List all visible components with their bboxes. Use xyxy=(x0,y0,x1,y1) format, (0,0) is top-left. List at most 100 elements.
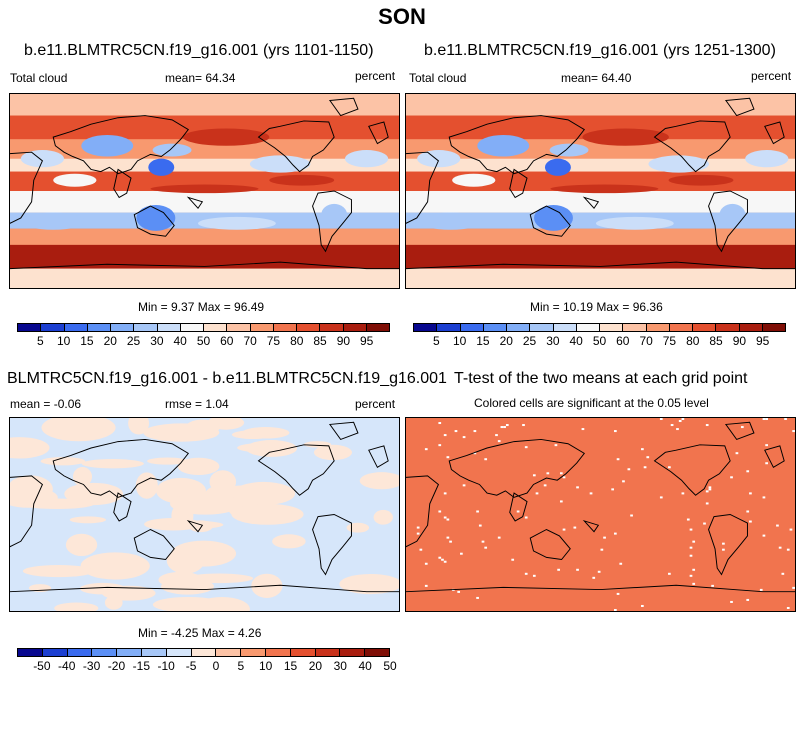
ttest-field xyxy=(406,418,795,611)
coastline-path xyxy=(406,261,795,270)
insignificant-cell xyxy=(692,568,696,571)
insignificant-cell xyxy=(692,582,696,585)
colorbar-swatch xyxy=(365,649,389,656)
coastline-outline xyxy=(10,421,399,593)
insignificant-cell xyxy=(524,572,528,575)
insignificant-cell xyxy=(484,458,488,461)
insignificant-cell xyxy=(573,526,577,529)
insignificant-cell xyxy=(659,496,663,499)
insignificant-cell xyxy=(689,528,693,531)
insignificant-cell xyxy=(603,536,606,539)
insignificant-cell xyxy=(443,492,447,495)
insignificant-cell xyxy=(562,476,566,479)
colorbar-swatch xyxy=(414,324,438,331)
panel3-units-label: percent xyxy=(355,397,396,411)
panel1-units-label: percent xyxy=(355,69,396,83)
coastline-path xyxy=(509,492,528,522)
field-band xyxy=(10,94,399,116)
insignificant-cell xyxy=(535,492,539,495)
panel2-title: b.e11.BLMTRC5CN.f19_g16.001 (yrs 1251-13… xyxy=(424,42,776,59)
field-band xyxy=(10,228,399,245)
coastline-path xyxy=(52,115,190,175)
coastline-path xyxy=(10,475,44,548)
coastline-path xyxy=(10,584,399,593)
insignificant-cell xyxy=(562,528,566,531)
insignificant-cell xyxy=(457,590,461,593)
coastline-path xyxy=(448,438,586,498)
colorbar-tick-label: 40 xyxy=(358,659,372,673)
field-blob xyxy=(648,155,709,173)
field-blob xyxy=(719,203,746,226)
field-blob xyxy=(346,522,370,533)
insignificant-cell xyxy=(497,536,501,539)
insignificant-cell xyxy=(438,556,442,559)
insignificant-cell xyxy=(765,462,768,465)
island-path xyxy=(582,519,600,533)
panel3-rmse-label: rmse = 1.04 xyxy=(165,397,229,411)
panel4-subtitle: Colored cells are significant at the 0.0… xyxy=(474,396,709,410)
insignificant-cell xyxy=(543,484,547,487)
colorbar-swatch xyxy=(340,649,366,656)
coastline-path xyxy=(509,168,528,199)
insignificant-cell xyxy=(781,572,785,575)
insignificant-cell xyxy=(659,418,663,421)
insignificant-cell xyxy=(419,548,423,551)
insignificant-cell xyxy=(462,436,466,439)
insignificant-cell xyxy=(500,426,504,429)
island-path xyxy=(582,196,600,210)
panel2-colorbar-labels: 5 10 15 20 25 30 40 50 60 70 75 80 85 90 95 xyxy=(413,334,786,350)
insignificant-cell xyxy=(708,488,712,491)
field-band xyxy=(10,191,399,213)
insignificant-cell xyxy=(443,560,447,563)
insignificant-cell xyxy=(476,596,479,599)
colorbar-tick-label: 20 xyxy=(499,334,513,348)
colorbar-swatch xyxy=(67,649,93,656)
field-blob xyxy=(198,216,276,230)
field-band xyxy=(406,158,795,172)
insignificant-cell xyxy=(765,418,768,421)
field-blob xyxy=(313,444,353,461)
insignificant-cell xyxy=(703,522,706,525)
insignificant-cell xyxy=(619,562,623,565)
field-blob xyxy=(170,492,241,515)
insignificant-cell xyxy=(497,440,501,443)
insignificant-cell xyxy=(765,444,768,447)
insignificant-cell xyxy=(559,500,563,503)
colorbar-tick-label: -5 xyxy=(185,659,197,673)
colorbar-swatch xyxy=(623,324,647,331)
coastline-path xyxy=(708,514,748,576)
panel2-colorbar xyxy=(413,323,786,332)
field-blob xyxy=(182,128,270,146)
colorbar-swatch xyxy=(87,324,111,331)
coastline-path xyxy=(653,120,731,173)
colorbar-swatch xyxy=(141,649,167,656)
panel1-variable-label: Total cloud xyxy=(10,71,68,85)
colorbar-tick-label: 75 xyxy=(662,334,677,348)
insignificant-cell xyxy=(746,510,750,513)
insignificant-cell xyxy=(616,458,620,461)
insignificant-cell xyxy=(516,510,520,513)
field-blob xyxy=(102,585,156,601)
colorbar-tick-label: 15 xyxy=(80,334,94,348)
insignificant-cell xyxy=(592,576,596,579)
field-blob xyxy=(81,459,144,469)
insignificant-cell xyxy=(670,424,674,427)
colorbar-swatch xyxy=(646,324,670,331)
insignificant-cell xyxy=(557,568,560,571)
insignificant-cell xyxy=(749,492,752,495)
panel2-variable-label: Total cloud xyxy=(409,71,467,85)
island-path xyxy=(368,445,389,469)
island-path xyxy=(764,445,785,469)
field-blob xyxy=(237,442,296,453)
coastline-outline xyxy=(10,97,399,270)
colorbar-tick-label: 0 xyxy=(212,659,220,673)
insignificant-cell xyxy=(614,532,617,535)
coastline-path xyxy=(653,444,731,496)
cloud-field xyxy=(10,94,399,288)
field-blob xyxy=(128,418,150,435)
insignificant-cell xyxy=(524,446,528,449)
panel3-min-max: Min = -4.25 Max = 4.26 xyxy=(138,626,262,640)
coastline-path xyxy=(529,528,571,561)
field-band xyxy=(406,191,795,213)
insignificant-cell xyxy=(627,468,631,471)
